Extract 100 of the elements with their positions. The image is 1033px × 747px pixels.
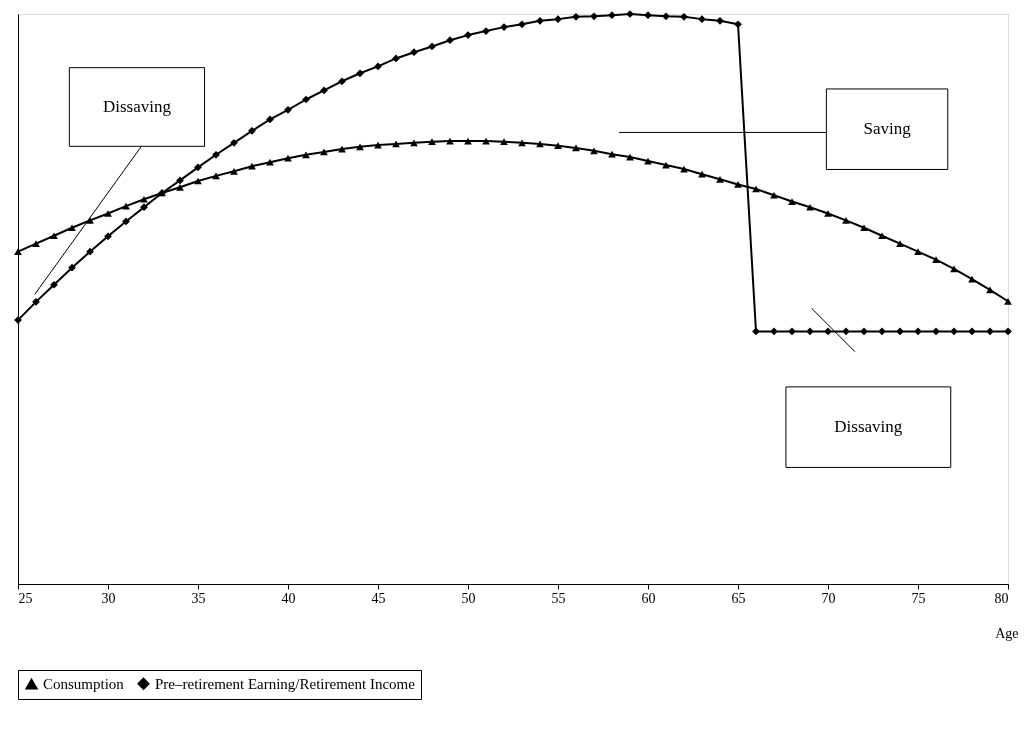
point (104, 232, 112, 241)
point (536, 140, 544, 148)
point (140, 195, 148, 203)
point (266, 158, 274, 166)
point (338, 77, 346, 86)
point (500, 138, 508, 146)
point (536, 16, 544, 25)
x-tick-label: 80 (994, 590, 1009, 606)
point (194, 163, 202, 172)
point (770, 327, 778, 336)
x-tick-label: 45 (371, 590, 386, 606)
point (230, 167, 238, 175)
point (950, 265, 958, 273)
point (1004, 297, 1012, 305)
point (608, 150, 616, 158)
point (446, 36, 454, 45)
legend-label: Pre–retirement Earning/Retirement Income (155, 675, 416, 692)
point (392, 54, 400, 63)
point (986, 327, 994, 336)
point (284, 154, 292, 162)
point (302, 151, 310, 159)
point (878, 327, 886, 336)
point (824, 210, 832, 217)
point (662, 12, 670, 21)
point (860, 327, 868, 336)
point (428, 42, 436, 51)
point (680, 12, 688, 21)
point (842, 327, 850, 336)
point (320, 148, 328, 156)
x-tick-label: 55 (551, 590, 566, 606)
point (86, 247, 94, 256)
point (248, 126, 256, 135)
x-tick-label: 35 (191, 590, 206, 606)
point (176, 183, 184, 191)
point (518, 139, 526, 147)
point (896, 327, 904, 336)
x-tick-label: 30 (101, 590, 116, 606)
point (590, 12, 598, 21)
x-tick-label: 50 (461, 590, 476, 606)
point (716, 175, 724, 183)
x-axis-title: Age (995, 625, 1019, 641)
point (176, 176, 184, 185)
point (14, 248, 22, 256)
point (410, 139, 418, 147)
point (806, 327, 814, 336)
point (752, 185, 760, 193)
point (932, 327, 940, 336)
point (896, 240, 904, 248)
point (914, 327, 922, 336)
point (122, 217, 130, 226)
point (878, 232, 886, 240)
point (410, 48, 418, 57)
x-tick-label: 65 (731, 590, 746, 606)
point (356, 143, 364, 151)
point (374, 62, 382, 71)
point (248, 162, 256, 170)
point (572, 144, 580, 152)
point (518, 20, 526, 29)
annotation: Dissaving (102, 97, 172, 116)
point (104, 210, 112, 217)
point (698, 170, 706, 178)
point (932, 256, 940, 264)
point (50, 280, 58, 289)
point (554, 142, 562, 150)
point (428, 138, 436, 146)
point (734, 20, 742, 29)
x-tick-label: 60 (641, 590, 656, 606)
point (806, 203, 814, 211)
legend-label: Consumption (43, 676, 125, 693)
point (950, 327, 958, 336)
x-tick-label: 70 (821, 590, 836, 606)
annotation: Saving (863, 119, 912, 139)
point (986, 286, 994, 294)
point (320, 86, 328, 95)
point (842, 216, 850, 224)
point (212, 150, 220, 159)
point (356, 69, 364, 78)
point (50, 232, 58, 240)
point (140, 203, 148, 212)
x-tick-label: 75 (911, 590, 926, 606)
annotation: Dissaving (834, 417, 903, 437)
point (770, 191, 778, 199)
point (824, 327, 832, 336)
point (914, 248, 922, 256)
point (1004, 327, 1012, 336)
x-tick-label: 40 (281, 590, 296, 606)
point (734, 181, 742, 188)
point (392, 140, 400, 148)
point (68, 263, 76, 272)
point (590, 147, 598, 155)
point (230, 138, 238, 147)
point (572, 12, 580, 21)
point (32, 297, 40, 306)
point (32, 240, 40, 248)
point (716, 16, 724, 25)
point (266, 115, 274, 124)
point (302, 95, 310, 104)
point (788, 327, 796, 336)
x-tick-label: 25 (18, 590, 33, 606)
point (284, 105, 292, 114)
